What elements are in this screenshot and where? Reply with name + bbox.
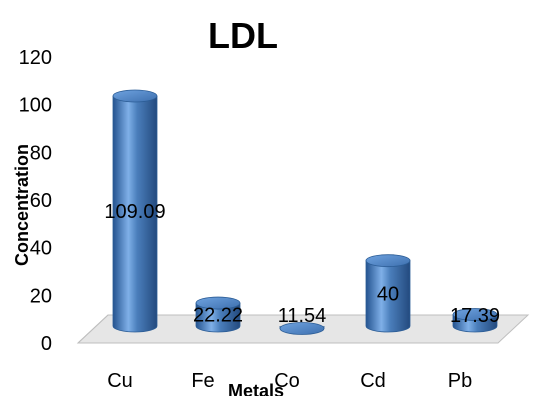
x-tick-label: Fe bbox=[191, 370, 214, 392]
bar-fe bbox=[195, 296, 241, 333]
y-tick-label: 120 bbox=[19, 47, 52, 69]
y-tick-label: 20 bbox=[30, 285, 52, 307]
y-tick-label: 0 bbox=[41, 333, 52, 355]
x-tick-label: Co bbox=[274, 370, 300, 392]
bar-pb bbox=[452, 308, 498, 333]
x-tick-label: Cu bbox=[107, 370, 133, 392]
floor-edge bbox=[77, 314, 109, 344]
y-tick-label: 60 bbox=[30, 190, 52, 212]
x-tick-label: Pb bbox=[448, 370, 472, 392]
bar-cu bbox=[112, 89, 158, 333]
data-label-co: 11.54 bbox=[278, 305, 327, 327]
data-label-pb: 17.39 bbox=[450, 305, 500, 327]
x-axis-title: Metals bbox=[228, 381, 284, 396]
bar-co bbox=[279, 322, 325, 335]
data-label-cu: 109.09 bbox=[104, 201, 165, 223]
data-label-cd: 40 bbox=[377, 283, 399, 305]
y-tick-label: 40 bbox=[30, 238, 52, 260]
y-axis-title: Concentration bbox=[12, 144, 32, 266]
chart-title: LDL bbox=[208, 15, 278, 56]
x-tick-label: Cd bbox=[360, 370, 386, 392]
y-tick-label: 100 bbox=[19, 95, 52, 117]
bar-cd bbox=[365, 254, 411, 333]
data-label-fe: 22.22 bbox=[193, 305, 243, 327]
y-tick-label: 80 bbox=[30, 142, 52, 164]
